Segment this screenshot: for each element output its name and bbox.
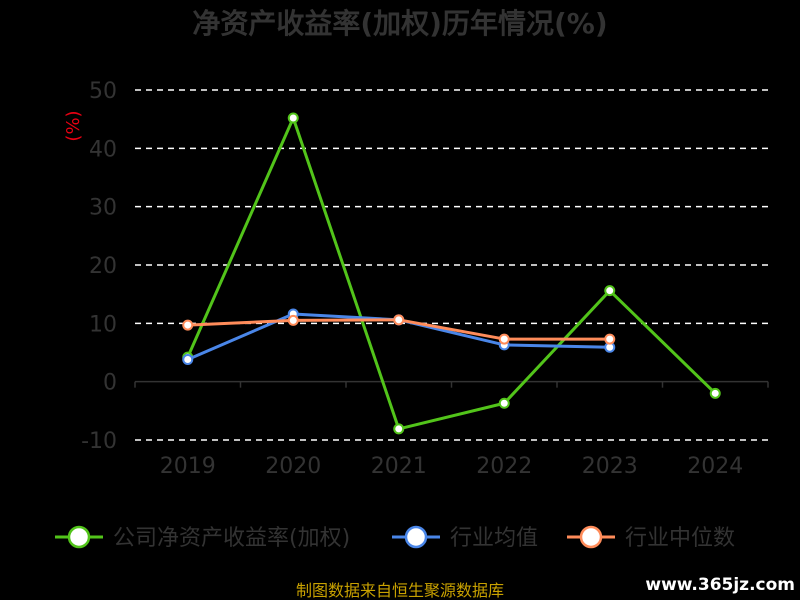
data-point <box>393 423 405 435</box>
y-tick-label: 30 <box>89 196 117 221</box>
data-point <box>604 333 616 345</box>
legend-swatch-marker <box>579 525 603 549</box>
y-tick-label: 20 <box>89 254 117 279</box>
data-point <box>604 285 616 297</box>
x-tick-label: 2020 <box>265 454 321 479</box>
source-text: 制图数据来自恒生聚源数据库 <box>296 581 504 600</box>
y-axis-label: (%) <box>63 110 84 141</box>
y-tick-label: -10 <box>81 429 117 454</box>
watermark-text: www.365jz.com <box>645 575 795 595</box>
legend-item: 行业均值 <box>392 525 538 551</box>
x-tick-label: 2019 <box>160 454 216 479</box>
data-point <box>182 354 194 365</box>
y-tick-label: 50 <box>89 79 117 104</box>
x-tick-label: 2021 <box>371 454 427 479</box>
tick-labels: 50 40 30 20 10 0 -10 2019 2020 2021 2022 2023 2024 <box>81 79 743 479</box>
axes <box>134 380 769 388</box>
series-layer <box>182 112 721 435</box>
legend-item: 行业中位数 <box>567 525 735 551</box>
legend-label: 行业中位数 <box>625 526 735 551</box>
y-tick-label: 0 <box>103 371 117 396</box>
x-tick-label: 2023 <box>582 454 638 479</box>
legend-item: 公司净资产收益率(加权) <box>55 525 350 551</box>
data-point <box>498 397 510 409</box>
data-point <box>287 112 299 124</box>
legend-label: 行业均值 <box>450 526 538 551</box>
data-point <box>182 319 194 331</box>
data-point <box>498 333 510 345</box>
y-tick-label: 40 <box>89 137 117 162</box>
legend-label: 公司净资产收益率(加权) <box>113 526 350 551</box>
legend: 公司净资产收益率(加权) 行业均值 行业中位数 <box>55 525 735 551</box>
x-tick-label: 2024 <box>687 454 743 479</box>
x-tick-label: 2022 <box>476 454 532 479</box>
data-point <box>709 387 721 399</box>
chart-title: 净资产收益率(加权)历年情况(%) <box>192 7 607 40</box>
series-line <box>186 116 717 431</box>
series-2 <box>182 314 616 345</box>
data-point <box>287 314 299 326</box>
data-point <box>393 314 405 326</box>
y-tick-label: 10 <box>89 312 117 337</box>
legend-swatch-marker <box>67 525 91 549</box>
legend-swatch-marker <box>404 525 428 549</box>
